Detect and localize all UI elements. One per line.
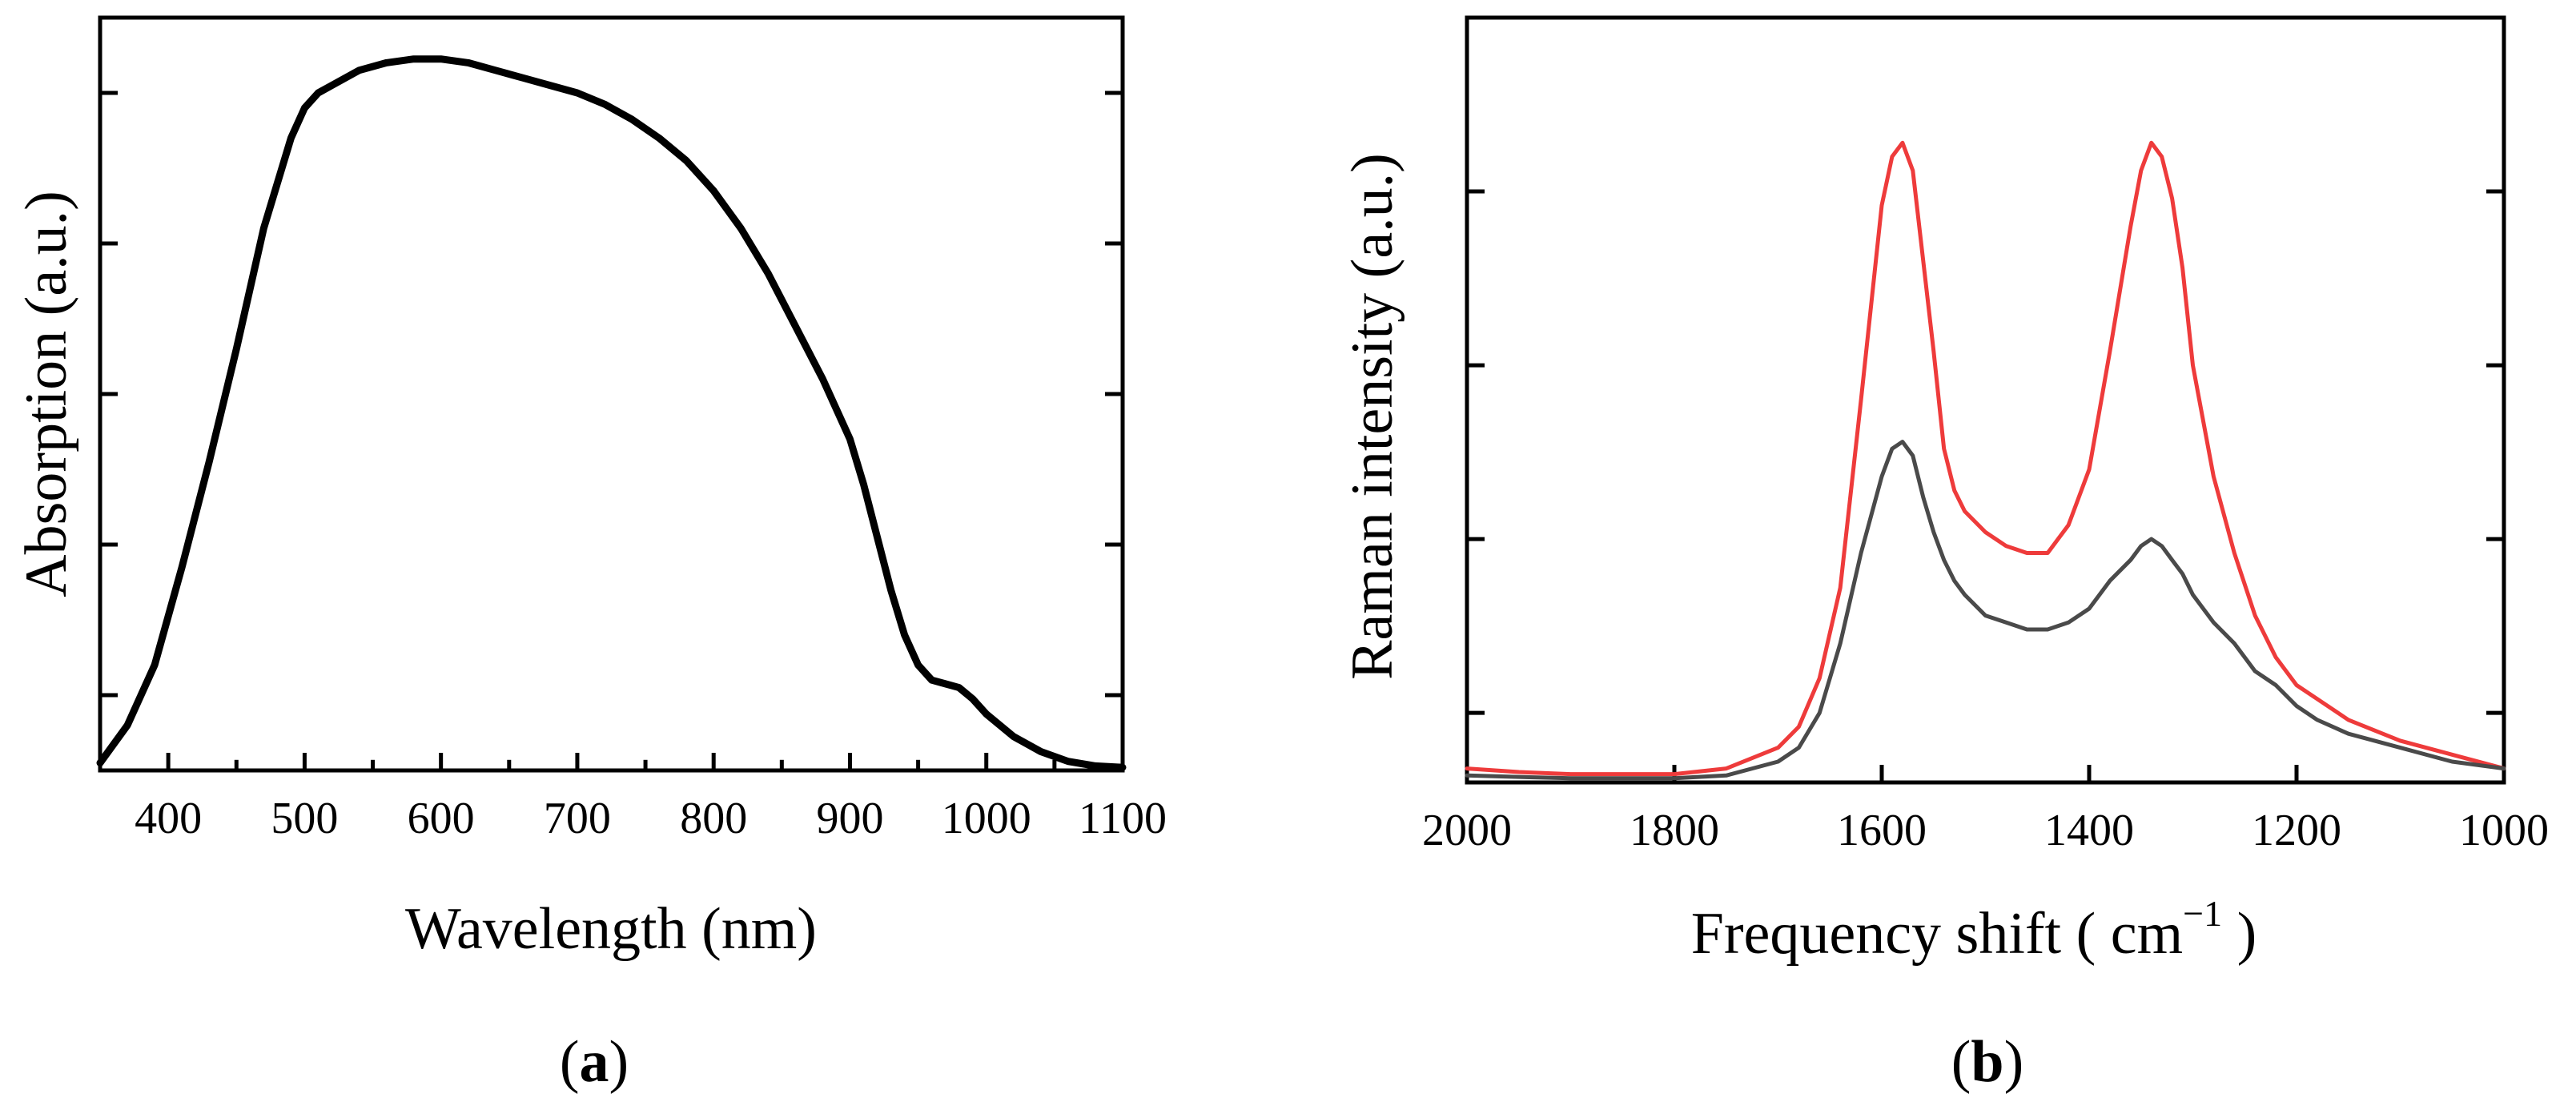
x-axis-title-b-superscript: −1 bbox=[2183, 893, 2222, 934]
x-tick-label-b-1400: 1400 bbox=[2044, 806, 2134, 855]
panel-label-b-letter: b bbox=[1971, 1029, 2003, 1095]
x-ticks-a: 400 500 600 700 800 900 1000 1100 bbox=[135, 753, 1167, 843]
x-axis-title-b-main: Frequency shift ( cm bbox=[1691, 901, 2183, 967]
x-tick-label-a-1100: 1100 bbox=[1079, 794, 1167, 843]
x-axis-title-b: Frequency shift ( cm−1 ) bbox=[1691, 893, 2257, 967]
x-axis-title-a: Wavelength (nm) bbox=[405, 896, 817, 962]
x-tick-label-a-700: 700 bbox=[544, 794, 611, 843]
x-tick-label-b-1600: 1600 bbox=[1837, 806, 1927, 855]
y-ticks-b bbox=[1467, 189, 2504, 715]
x-ticks-b: 2000 1800 1600 1400 1200 1000 bbox=[1422, 765, 2549, 855]
x-axis-title-b-suffix: ) bbox=[2222, 901, 2257, 967]
series-group-a bbox=[96, 55, 1127, 771]
x-tick-label-b-1000: 1000 bbox=[2459, 806, 2549, 855]
x-tick-label-a-1000: 1000 bbox=[942, 794, 1031, 843]
y-axis-title-b: Raman intensity (a.u.) bbox=[1340, 153, 1405, 680]
x-tick-label-a-600: 600 bbox=[408, 794, 475, 843]
panel-label-a: (a) bbox=[560, 1029, 629, 1095]
series-line-a-absorption bbox=[96, 55, 1127, 771]
series-line-b-red bbox=[1465, 140, 2506, 777]
x-tick-label-a-900: 900 bbox=[816, 794, 883, 843]
panel-label-b: (b) bbox=[1951, 1029, 2023, 1095]
y-ticks-a bbox=[100, 90, 1123, 698]
x-tick-label-a-800: 800 bbox=[680, 794, 747, 843]
panel-a: 400 500 600 700 800 900 1000 1100 Wavelength (n… bbox=[14, 15, 1167, 1095]
x-tick-label-a-400: 400 bbox=[135, 794, 202, 843]
plot-frame-a bbox=[98, 15, 1125, 773]
panel-b: 2000 1800 1600 1400 1200 1000 Frequency shift… bbox=[1340, 15, 2549, 1095]
x-tick-label-b-1200: 1200 bbox=[2252, 806, 2341, 855]
panel-label-a-letter: a bbox=[580, 1029, 609, 1095]
series-line-b-gray bbox=[1465, 440, 2506, 781]
y-axis-title-a: Absorption (a.u.) bbox=[14, 191, 79, 597]
plot-frame-b bbox=[1465, 15, 2506, 785]
x-tick-label-a-500: 500 bbox=[271, 794, 338, 843]
x-tick-label-b-2000: 2000 bbox=[1422, 806, 1512, 855]
x-tick-label-b-1800: 1800 bbox=[1630, 806, 1719, 855]
series-group-b bbox=[1465, 140, 2506, 781]
